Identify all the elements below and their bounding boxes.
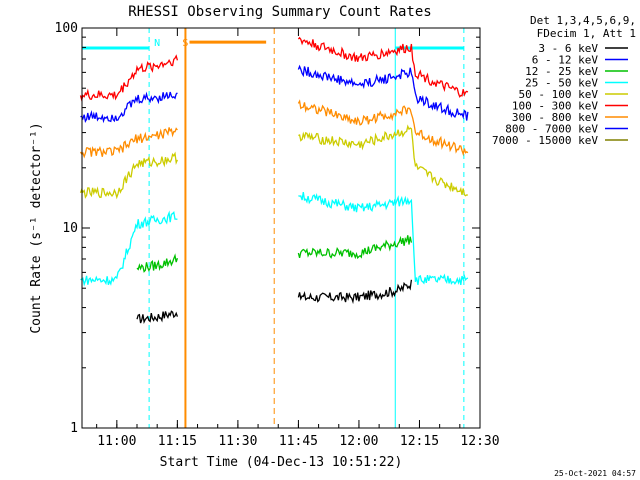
x-tick-label: 12:15 <box>400 434 439 449</box>
x-axis-ticks: 11:00 11:15 11:30 11:45 12:00 12:15 12:30 <box>96 28 500 449</box>
series-line <box>298 192 469 286</box>
series-line <box>297 235 413 260</box>
y-axis-label: Count Rate (s⁻¹ detector⁻¹) <box>29 122 44 333</box>
marker-label: S <box>182 38 188 49</box>
series-line <box>297 99 469 157</box>
chart-title: RHESSI Observing Summary Count Rates <box>128 4 431 20</box>
x-axis-label: Start Time (04-Dec-13 10:51:22) <box>160 455 403 470</box>
series-line <box>297 36 469 98</box>
x-tick-label: 11:15 <box>158 434 197 449</box>
x-tick-label: 11:30 <box>218 434 257 449</box>
legend-label: 100 - 300 keV <box>512 100 598 113</box>
y-tick-label: 10 <box>62 221 78 236</box>
legend-label: 50 - 100 keV <box>519 88 599 101</box>
series-line <box>80 210 178 287</box>
y-axis-ticks: 1 10 100 <box>55 21 480 436</box>
series-line <box>80 91 178 124</box>
x-tick-label: 11:00 <box>97 434 136 449</box>
legend-label: 6 - 12 keV <box>532 54 599 67</box>
legend-label: 3 - 6 keV <box>538 42 598 55</box>
series-line <box>298 124 469 197</box>
legend-label: 12 - 25 keV <box>525 65 598 78</box>
series-line <box>297 64 469 121</box>
legend-label: 7000 - 15000 keV <box>492 134 598 147</box>
y-tick-label: 1 <box>70 421 78 436</box>
legend-label: 300 - 800 keV <box>512 111 598 124</box>
series-line <box>136 253 179 273</box>
footer-timestamp: 25-Oct-2021 04:57 <box>554 469 636 478</box>
series-line <box>79 127 178 159</box>
x-tick-label: 12:00 <box>339 434 378 449</box>
series-line <box>79 54 179 103</box>
series-line <box>79 151 178 200</box>
series-line <box>136 310 179 324</box>
legend-label: 25 - 50 keV <box>525 77 598 90</box>
x-tick-label: 12:30 <box>460 434 499 449</box>
marker-label: N <box>154 38 160 49</box>
x-tick-label: 11:45 <box>279 434 318 449</box>
legend-label: 800 - 7000 keV <box>505 123 598 136</box>
series-line <box>297 279 413 305</box>
legend-header-line-2: FDecim 1, Att 1 <box>537 27 636 40</box>
legend-header-line-1: Det 1,3,4,5,6,9, <box>530 14 636 27</box>
y-tick-label: 100 <box>55 21 78 36</box>
